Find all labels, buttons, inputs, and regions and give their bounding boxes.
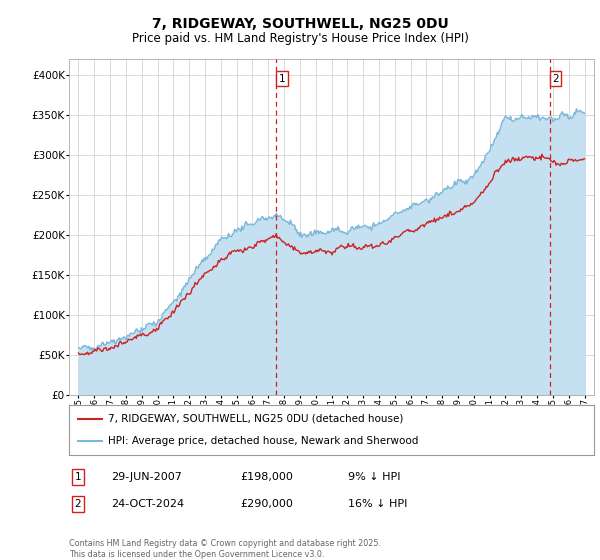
Text: 2: 2 <box>74 499 82 509</box>
Text: 29-JUN-2007: 29-JUN-2007 <box>111 472 182 482</box>
Text: 2: 2 <box>552 74 559 84</box>
Text: 7, RIDGEWAY, SOUTHWELL, NG25 0DU: 7, RIDGEWAY, SOUTHWELL, NG25 0DU <box>152 17 448 31</box>
Text: Price paid vs. HM Land Registry's House Price Index (HPI): Price paid vs. HM Land Registry's House … <box>131 32 469 45</box>
Text: 1: 1 <box>74 472 82 482</box>
Text: Contains HM Land Registry data © Crown copyright and database right 2025.
This d: Contains HM Land Registry data © Crown c… <box>69 539 381 559</box>
Text: 16% ↓ HPI: 16% ↓ HPI <box>348 499 407 509</box>
Text: 24-OCT-2024: 24-OCT-2024 <box>111 499 184 509</box>
Text: 1: 1 <box>278 74 285 84</box>
Text: 7, RIDGEWAY, SOUTHWELL, NG25 0DU (detached house): 7, RIDGEWAY, SOUTHWELL, NG25 0DU (detach… <box>109 414 404 424</box>
Text: 9% ↓ HPI: 9% ↓ HPI <box>348 472 401 482</box>
Text: £290,000: £290,000 <box>240 499 293 509</box>
Text: HPI: Average price, detached house, Newark and Sherwood: HPI: Average price, detached house, Newa… <box>109 436 419 446</box>
Text: £198,000: £198,000 <box>240 472 293 482</box>
